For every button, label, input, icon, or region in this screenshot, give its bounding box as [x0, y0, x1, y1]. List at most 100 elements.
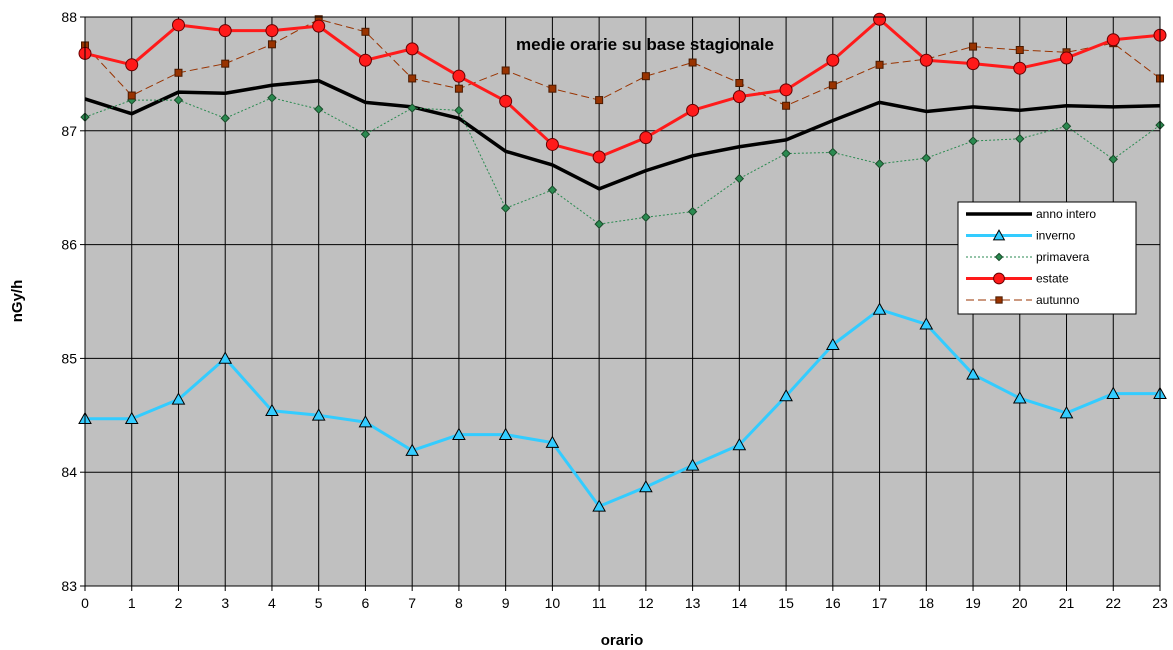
- x-tick-label: 6: [362, 595, 370, 611]
- series-line-autunno: [84, 18, 1161, 107]
- x-tick-label: 19: [965, 595, 981, 611]
- legend-marker-estate: [993, 272, 1005, 285]
- legend-label-inverno: inverno: [1036, 229, 1076, 243]
- point-inverno: [966, 367, 980, 380]
- point-primavera: [687, 206, 698, 217]
- point-estate: [405, 42, 419, 56]
- y-tick-label: 87: [61, 123, 77, 139]
- legend-entry-primavera: primavera: [966, 250, 1090, 264]
- legend-entry-autunno: autunno: [966, 293, 1080, 307]
- point-autunno: [595, 96, 604, 105]
- point-estate: [1060, 51, 1074, 65]
- point-inverno: [639, 479, 653, 493]
- series-anno-intero: [84, 78, 1161, 191]
- point-autunno: [221, 59, 230, 68]
- point-estate: [592, 150, 606, 164]
- point-estate: [358, 53, 372, 67]
- x-tick-label: 8: [455, 595, 463, 611]
- point-autunno: [828, 81, 837, 90]
- point-primavera: [641, 212, 651, 222]
- point-inverno: [218, 351, 233, 364]
- x-tick-label: 14: [732, 595, 748, 611]
- x-tick-label: 4: [268, 595, 276, 611]
- point-autunno: [641, 72, 650, 81]
- x-tick-label: 0: [81, 595, 89, 611]
- x-tick-label: 16: [825, 595, 841, 611]
- point-inverno: [405, 443, 420, 456]
- point-inverno: [171, 392, 186, 405]
- point-primavera: [407, 103, 417, 113]
- point-primavera: [173, 95, 184, 105]
- legend-label-autunno: autunno: [1036, 293, 1080, 307]
- legend-entry-estate: estate: [966, 272, 1069, 286]
- point-inverno: [452, 427, 466, 440]
- point-estate: [1106, 33, 1120, 47]
- point-primavera: [1108, 154, 1118, 164]
- x-tick-label: 12: [638, 595, 654, 611]
- point-inverno: [592, 499, 606, 512]
- point-estate: [966, 57, 980, 71]
- point-inverno: [265, 403, 279, 417]
- point-autunno: [969, 42, 978, 51]
- point-estate: [732, 90, 746, 104]
- y-tick-label: 83: [61, 578, 77, 594]
- point-autunno: [735, 79, 744, 88]
- point-primavera: [313, 104, 324, 114]
- point-primavera: [500, 203, 511, 213]
- point-primavera: [454, 105, 464, 116]
- point-inverno: [685, 458, 700, 471]
- x-tick-label: 21: [1059, 595, 1075, 611]
- point-primavera: [1015, 134, 1025, 144]
- point-primavera: [734, 173, 745, 184]
- point-estate: [873, 12, 887, 26]
- point-inverno: [545, 435, 560, 448]
- point-inverno: [1059, 405, 1074, 419]
- legend-marker-inverno: [992, 229, 1006, 241]
- point-inverno: [1012, 391, 1027, 404]
- point-estate: [312, 19, 326, 33]
- point-primavera: [874, 159, 885, 169]
- series-line-primavera: [84, 97, 1161, 225]
- legend-entry-inverno: inverno: [966, 229, 1076, 243]
- series-estate: [78, 12, 1167, 164]
- x-tick-label: 9: [502, 595, 510, 611]
- y-axis-title: nGy/h: [9, 280, 26, 323]
- x-tick-label: 5: [315, 595, 323, 611]
- point-primavera: [360, 129, 371, 139]
- point-primavera: [968, 136, 978, 146]
- point-estate: [265, 24, 279, 38]
- plot-border: [84, 16, 1161, 587]
- point-autunno: [548, 84, 557, 93]
- legend-box: [957, 201, 1137, 315]
- point-autunno: [1015, 46, 1024, 55]
- point-inverno: [124, 411, 139, 425]
- point-estate: [826, 53, 840, 67]
- point-autunno: [127, 91, 136, 100]
- point-inverno: [311, 408, 326, 421]
- point-estate: [545, 137, 559, 151]
- point-primavera: [921, 153, 932, 163]
- x-tick-label: 1: [128, 595, 136, 611]
- y-tick-label: 88: [61, 9, 77, 25]
- point-estate: [171, 18, 185, 32]
- legend-label-primavera: primavera: [1036, 250, 1090, 264]
- point-estate: [499, 94, 513, 108]
- y-tick-label: 86: [61, 237, 77, 253]
- x-tick-label: 20: [1012, 595, 1028, 611]
- legend-marker-autunno: [995, 296, 1003, 304]
- point-inverno: [919, 317, 934, 330]
- grid: [84, 16, 1161, 587]
- point-primavera: [267, 93, 277, 103]
- point-estate: [779, 83, 793, 97]
- point-primavera: [594, 219, 604, 229]
- point-estate: [686, 103, 700, 117]
- point-estate: [1013, 61, 1027, 75]
- x-tick-label: 13: [685, 595, 701, 611]
- point-estate: [639, 131, 653, 145]
- point-estate: [919, 53, 933, 67]
- x-tick-label: 23: [1152, 595, 1168, 611]
- chart-title: medie orarie su base stagionale: [516, 35, 774, 54]
- point-autunno: [875, 60, 884, 69]
